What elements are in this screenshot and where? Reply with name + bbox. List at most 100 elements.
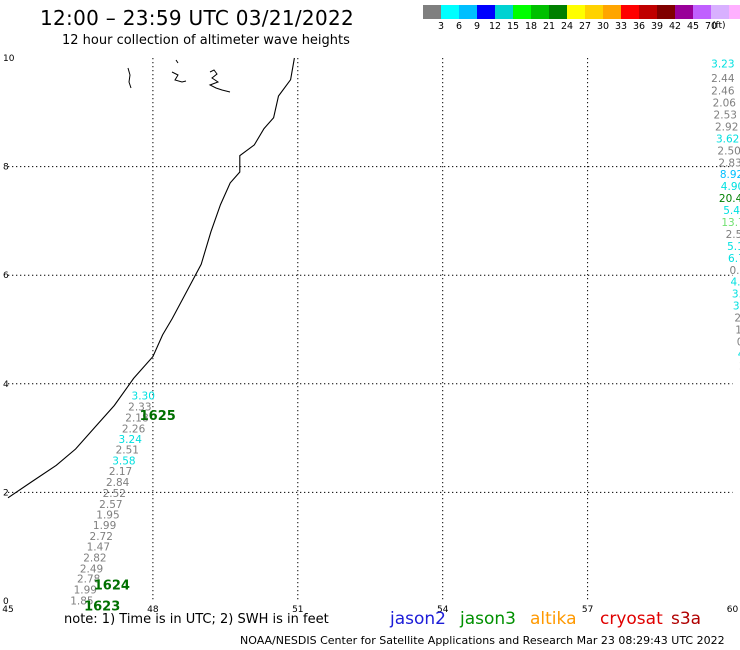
legend-label: 39 [650,21,664,32]
wave-height-value: 2.53 [714,109,737,121]
legend-swatch [621,5,639,19]
wave-height-value: 2.51 [116,445,139,457]
pass-time-label: 1625 [140,409,176,424]
legend-label: 70 [704,21,718,32]
wave-height-value: 2.78 [77,574,100,586]
wave-height-value: 2.82 [83,553,106,565]
satellite-name: s3a [671,609,702,629]
legend-swatch [477,5,495,19]
wave-height-value: 4.90 [721,181,740,193]
legend-swatch [657,5,675,19]
wave-height-value: 2.46 [711,86,735,98]
wave-height-value: 2.26 [122,423,146,435]
wave-height-value: 4.51 [738,348,740,360]
land-features [127,59,231,93]
page-subtitle: 12 hour collection of altimeter wave hei… [62,33,350,48]
wave-height-value: 2.57 [99,499,122,511]
legend-swatch [585,5,603,19]
wave-height-value: 2.33 [128,402,151,414]
legend-label: 36 [632,21,646,32]
legend-label: 45 [686,21,700,32]
wave-height-value: 2.52 [103,488,126,500]
satellite-tracks: 3.302.332.182.263.242.513.582.172.842.52… [70,58,740,614]
wave-height-value: 2.57 [726,229,740,241]
wave-height-value: 1.95 [96,510,119,522]
x-tick-label: 60 [727,605,739,615]
legend-swatch [711,5,729,19]
wave-height-value: 20.40 [719,193,740,205]
wave-height-value: 2.17 [109,466,132,478]
legend-label: 15 [506,21,520,32]
wave-height-value: 2.18 [125,412,148,424]
wave-height-value: 1.47 [87,542,110,554]
wave-height-value: 3.30 [132,391,155,403]
wave-height-value: 0.59 [729,265,740,277]
axis-ticks: 45 48 51 54 57 60 0 2 4 6 8 10 [2,54,738,615]
footnote: note: 1) Time is in UTC; 2) SWH is in fe… [64,612,329,627]
legend-swatch [513,5,531,19]
legend-swatch [603,5,621,19]
legend-label: 18 [524,21,538,32]
island-icon [127,67,132,89]
legend-label: 12 [488,21,502,32]
wave-height-value: 2.06 [713,98,737,110]
legend-swatch [441,5,459,19]
legend-label: 24 [560,21,574,32]
pass-time-label: 1623 [84,599,120,614]
wave-height-value: 1.95 [735,325,740,337]
wave-height-value: 3.62 [716,133,739,145]
legend-swatch [639,5,657,19]
satellite-name: jason3 [460,609,516,629]
wave-height-value: 3.95 [733,301,740,313]
wave-height-value: 3.24 [119,434,143,446]
y-tick-label: 2 [3,488,9,498]
legend-label: 6 [455,21,463,32]
x-tick-label: 54 [437,605,449,615]
legend-swatch [549,5,567,19]
legend-swatch [675,5,693,19]
credit-line: NOAA/NESDIS Center for Satellite Applica… [240,634,725,647]
wave-height-value: 2.84 [106,477,130,489]
legend-unit: (ft) [712,21,726,31]
grid-lines [8,58,733,601]
x-tick-label: 57 [582,605,593,615]
color-legend [423,5,740,19]
island-icon [171,59,187,83]
wave-height-value: 2.72 [90,531,113,543]
wave-height-value: 2.25 [734,313,740,325]
legend-label: 3 [437,21,445,32]
legend-swatch [693,5,711,19]
wave-height-value: 1.99 [93,520,116,532]
wave-height-value: 5.18 [727,241,740,253]
wave-height-value: 2.49 [80,563,103,575]
legend-swatch [495,5,513,19]
satellite-name: jason2 [390,609,446,629]
wave-height-value: 8.92 [720,169,740,181]
legend-label: 9 [473,21,481,32]
wave-height-value: 13.70 [721,217,740,229]
legend-label: 33 [614,21,628,32]
wave-height-value: 1.85 [70,595,93,607]
page-title: 12:00 – 23:59 UTC 03/21/2022 [40,6,355,30]
wave-height-value: 6.75 [728,253,740,265]
satellite-name: altika [530,609,577,629]
y-tick-label: 0 [3,597,9,607]
legend-label: 27 [578,21,592,32]
legend-swatch [459,5,477,19]
legend-label: 21 [542,21,556,32]
y-tick-label: 6 [3,271,9,281]
wave-height-value: 0.59 [737,336,740,348]
wave-height-value: 2.92 [715,121,738,133]
wave-height-value: 3.58 [112,455,135,467]
wave-height-value: 3.23 [711,58,734,70]
x-tick-label: 48 [147,605,159,615]
legend-swatch [729,5,740,19]
y-tick-label: 4 [3,380,9,390]
wave-height-value: 1.99 [74,585,97,597]
y-tick-label: 10 [3,54,15,64]
x-tick-label: 51 [292,605,303,615]
legend-label: 30 [596,21,610,32]
legend-swatch [567,5,585,19]
wave-height-value: 2.50 [717,145,740,157]
legend-swatch [423,5,441,19]
